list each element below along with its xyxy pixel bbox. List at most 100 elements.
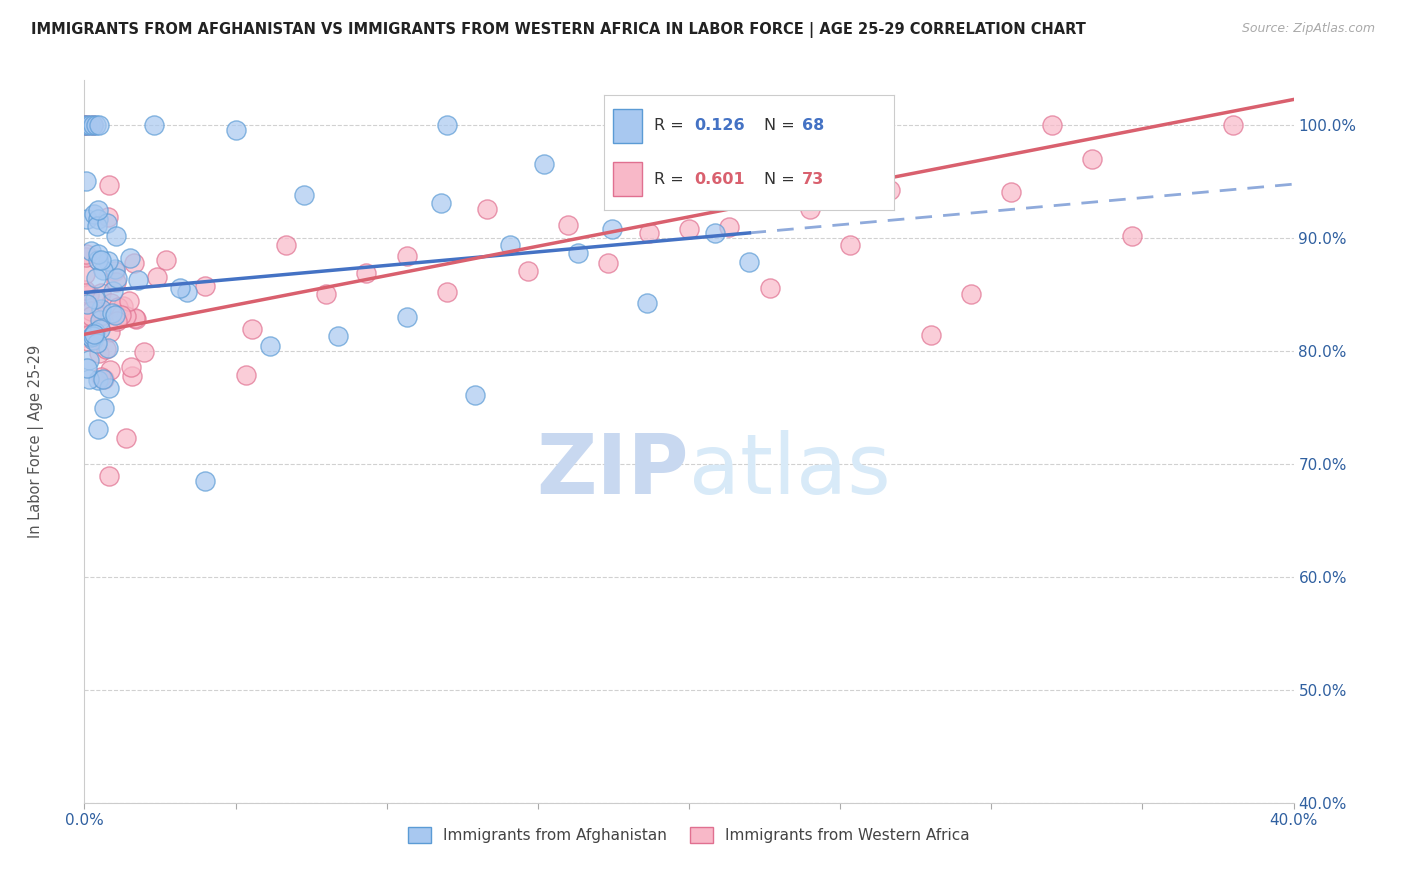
- Point: [132, 344, 155, 359]
- Point: [678, 222, 700, 236]
- Point: [97, 178, 120, 193]
- Point: [77, 352, 100, 367]
- Point: [98, 363, 121, 377]
- Point: [105, 271, 128, 285]
- Point: [93, 372, 115, 386]
- Point: [395, 249, 418, 263]
- Point: [75, 174, 97, 188]
- Point: [516, 264, 538, 278]
- Point: [430, 195, 453, 210]
- Y-axis label: In Labor Force | Age 25-29: In Labor Force | Age 25-29: [28, 345, 44, 538]
- Legend: Immigrants from Afghanistan, Immigrants from Western Africa: Immigrants from Afghanistan, Immigrants …: [402, 822, 976, 849]
- Point: [194, 474, 217, 488]
- Point: [86, 335, 108, 350]
- Point: [82, 119, 104, 133]
- Point: [90, 301, 112, 316]
- Point: [1000, 186, 1022, 200]
- Point: [143, 119, 166, 133]
- Point: [194, 279, 217, 293]
- Point: [89, 313, 111, 327]
- Point: [89, 119, 111, 133]
- Point: [464, 388, 486, 402]
- Point: [704, 226, 727, 240]
- Point: [356, 266, 378, 280]
- Point: [91, 372, 114, 386]
- Point: [240, 322, 263, 336]
- Point: [80, 330, 103, 344]
- Point: [669, 158, 692, 172]
- Point: [75, 250, 97, 264]
- Point: [87, 346, 110, 360]
- Point: [328, 328, 350, 343]
- Point: [79, 244, 101, 259]
- Text: IMMIGRANTS FROM AFGHANISTAN VS IMMIGRANTS FROM WESTERN AFRICA IN LABOR FORCE | A: IMMIGRANTS FROM AFGHANISTAN VS IMMIGRANT…: [31, 22, 1085, 38]
- Point: [86, 271, 108, 285]
- Point: [636, 296, 658, 310]
- Point: [87, 421, 110, 435]
- Point: [101, 306, 124, 320]
- Point: [79, 119, 101, 133]
- Point: [90, 286, 112, 301]
- Point: [97, 254, 120, 268]
- Point: [83, 327, 105, 342]
- Point: [86, 119, 108, 133]
- Point: [91, 263, 114, 277]
- Point: [93, 401, 115, 415]
- Point: [77, 312, 100, 326]
- Point: [259, 339, 281, 353]
- Point: [93, 308, 115, 322]
- Point: [76, 361, 98, 376]
- Point: [1081, 152, 1104, 166]
- Point: [498, 237, 520, 252]
- Point: [107, 300, 129, 314]
- Point: [602, 222, 624, 236]
- Point: [80, 309, 103, 323]
- Point: [121, 369, 143, 384]
- Point: [103, 284, 125, 298]
- Point: [82, 119, 104, 133]
- Point: [799, 202, 821, 216]
- Point: [75, 267, 97, 281]
- Point: [82, 329, 104, 343]
- Point: [176, 285, 198, 299]
- Point: [128, 273, 150, 287]
- Point: [100, 296, 122, 310]
- Point: [83, 207, 105, 221]
- Text: ZIP: ZIP: [537, 430, 689, 511]
- Point: [105, 276, 128, 290]
- Point: [235, 368, 257, 382]
- Point: [114, 309, 136, 323]
- Point: [225, 122, 247, 136]
- Point: [76, 119, 98, 133]
- Point: [76, 119, 98, 133]
- Point: [80, 303, 103, 318]
- Point: [567, 246, 589, 260]
- Point: [436, 119, 458, 133]
- Point: [718, 219, 741, 234]
- Point: [82, 333, 104, 347]
- Point: [76, 327, 98, 342]
- Point: [76, 327, 98, 342]
- Point: [77, 287, 100, 301]
- Point: [120, 251, 142, 265]
- Point: [86, 219, 108, 234]
- Point: [758, 281, 780, 295]
- Point: [76, 211, 98, 226]
- Point: [104, 229, 127, 244]
- Point: [477, 202, 499, 217]
- Point: [146, 270, 169, 285]
- Point: [111, 299, 134, 313]
- Point: [87, 373, 110, 387]
- Point: [77, 334, 100, 348]
- Point: [120, 359, 142, 374]
- Point: [86, 252, 108, 267]
- Point: [920, 328, 942, 343]
- Point: [97, 380, 120, 394]
- Point: [73, 330, 96, 344]
- Point: [97, 341, 120, 355]
- Point: [104, 262, 127, 277]
- Point: [169, 281, 191, 295]
- Point: [104, 308, 127, 322]
- Point: [960, 287, 983, 301]
- Text: Source: ZipAtlas.com: Source: ZipAtlas.com: [1241, 22, 1375, 36]
